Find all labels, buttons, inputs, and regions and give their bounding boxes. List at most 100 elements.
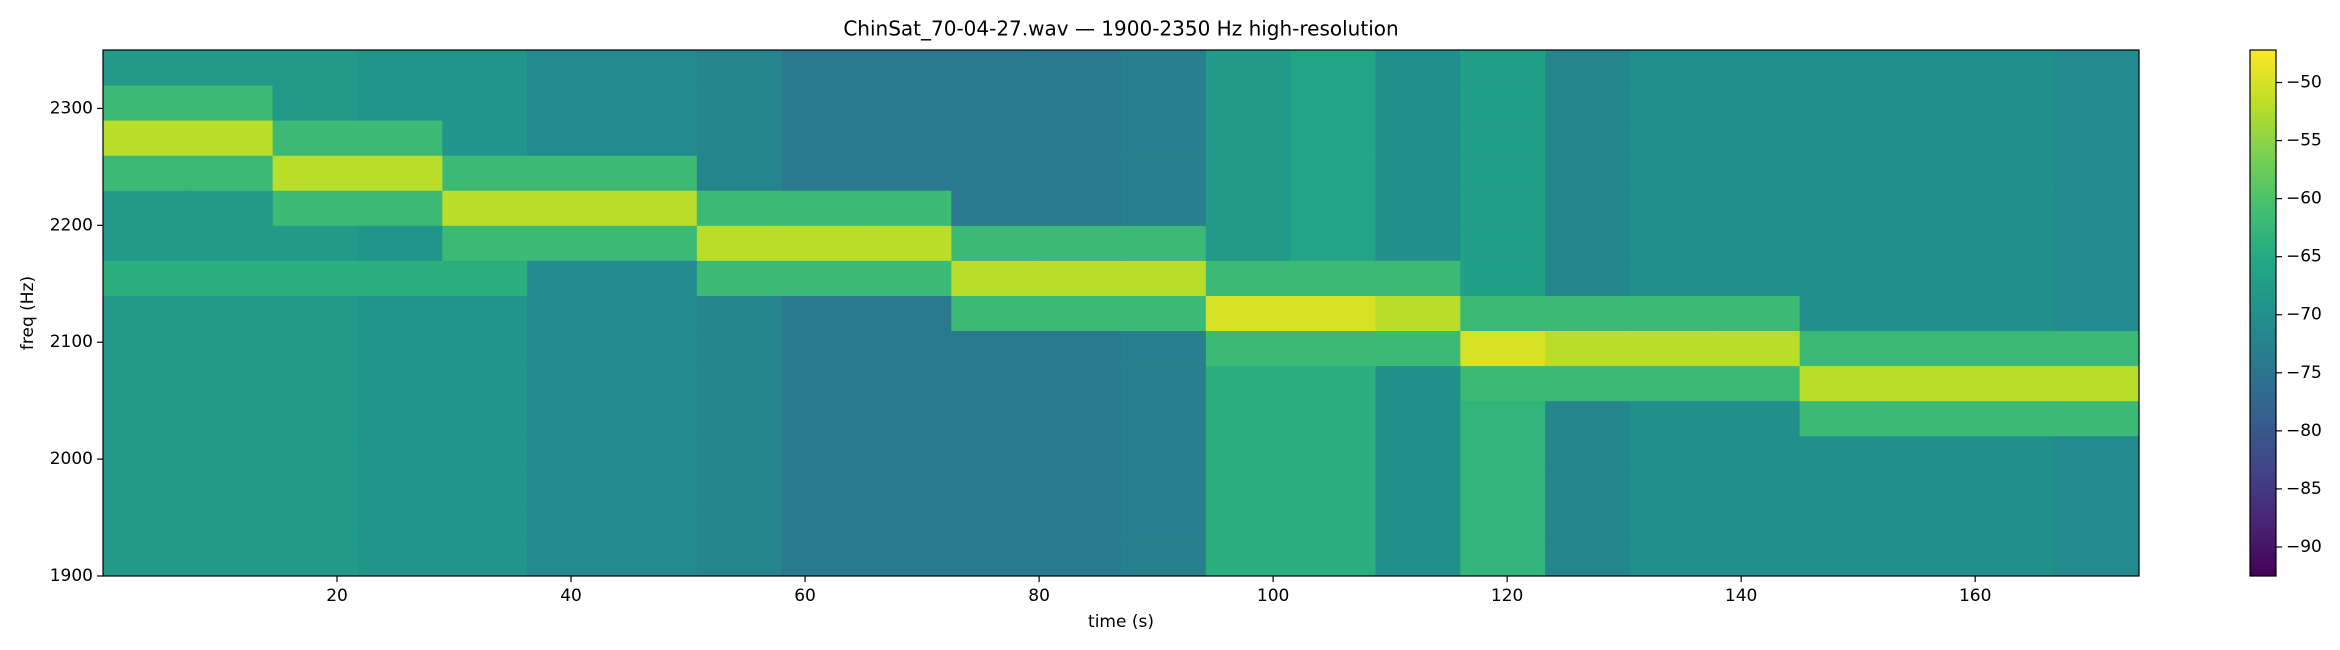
heatmap-cell (612, 470, 698, 507)
heatmap-cell (1375, 435, 1461, 472)
heatmap-cell (1545, 120, 1631, 156)
heatmap-cell (187, 225, 274, 261)
heatmap-cell (612, 330, 698, 367)
heatmap-cell (187, 400, 274, 437)
heatmap-cell (527, 540, 613, 577)
heatmap-cell (272, 50, 358, 86)
heatmap-cell (527, 330, 613, 367)
heatmap-cell (2054, 400, 2140, 437)
heatmap-cell (1884, 225, 1970, 261)
heatmap-cell (442, 155, 528, 191)
heatmap-cell (1799, 155, 1885, 191)
heatmap-cell (1545, 190, 1631, 226)
heatmap-cell (1375, 225, 1461, 261)
heatmap-cell (272, 190, 358, 226)
heatmap-cell (187, 365, 274, 402)
heatmap-cell (866, 155, 952, 191)
heatmap-cell (781, 505, 867, 542)
heatmap-cell (1121, 225, 1207, 261)
heatmap-cell (442, 225, 528, 261)
heatmap-cell (696, 400, 783, 437)
heatmap-cell (1290, 400, 1376, 437)
heatmap-cell (1375, 540, 1461, 577)
heatmap-cell (442, 85, 528, 121)
heatmap-cell (1036, 85, 1122, 121)
heatmap-cell (1121, 85, 1207, 121)
heatmap-cell (1375, 470, 1461, 507)
heatmap-cell (1969, 295, 2055, 332)
heatmap-cell (1884, 190, 1970, 226)
heatmap-cell (951, 155, 1037, 191)
heatmap-cell (1460, 365, 1546, 402)
heatmap-cell (1630, 120, 1716, 156)
heatmap-cell (2054, 540, 2140, 577)
heatmap-cell (187, 155, 274, 191)
x-tick-label: 100 (1257, 586, 1289, 606)
heatmap-cell (1460, 155, 1546, 191)
heatmap-cell (612, 120, 698, 156)
heatmap-cell (781, 365, 867, 402)
heatmap-cell (1036, 470, 1122, 507)
heatmap-cell (1714, 435, 1801, 472)
heatmap-cell (272, 225, 358, 261)
heatmap-cell (527, 260, 613, 296)
heatmap-cell (1969, 120, 2055, 156)
heatmap-cell (696, 190, 783, 226)
heatmap-cell (2054, 260, 2140, 296)
heatmap-cell (442, 435, 528, 472)
heatmap-cell (866, 470, 952, 507)
heatmap-cell (1884, 295, 1970, 332)
heatmap-cell (781, 155, 867, 191)
heatmap-cell (272, 330, 358, 367)
heatmap-cell (442, 50, 528, 86)
heatmap-cell (612, 540, 698, 577)
heatmap-cell (1799, 330, 1885, 367)
heatmap-cell (1290, 295, 1376, 332)
heatmap-cell (1714, 365, 1801, 402)
heatmap-cell (1630, 50, 1716, 86)
heatmap-cell (951, 330, 1037, 367)
heatmap-cell (1290, 330, 1376, 367)
heatmap-cell (781, 50, 867, 86)
heatmap-cell (1969, 50, 2055, 86)
heatmap-cell (1460, 190, 1546, 226)
heatmap-cell (1545, 470, 1631, 507)
heatmap-cell (951, 505, 1037, 542)
heatmap-cell (1205, 330, 1292, 367)
heatmap-cell (1799, 540, 1885, 577)
heatmap-cell (272, 435, 358, 472)
heatmap-cell (1714, 330, 1801, 367)
heatmap-cell (1121, 50, 1207, 86)
heatmap-cell (187, 190, 274, 226)
heatmap-cell (357, 225, 443, 261)
heatmap-cell (1799, 365, 1885, 402)
heatmap-cell (1460, 435, 1546, 472)
heatmap-cell (1884, 540, 1970, 577)
heatmap-cell (2054, 505, 2140, 542)
heatmap-cell (1969, 190, 2055, 226)
heatmap-cell (103, 50, 189, 86)
heatmap-cell (951, 435, 1037, 472)
heatmap-cell (696, 50, 783, 86)
heatmap-cell (1036, 505, 1122, 542)
heatmap-cell (1036, 330, 1122, 367)
heatmap-cell (1375, 505, 1461, 542)
heatmap-cell (527, 470, 613, 507)
heatmap-cell (612, 50, 698, 86)
colorbar-tick-label: −50 (2286, 73, 2322, 93)
heatmap-cell (1714, 505, 1801, 542)
heatmap-cell (272, 540, 358, 577)
heatmap-cell (2054, 155, 2140, 191)
heatmap-cell (612, 400, 698, 437)
plot-frame (102, 49, 2140, 577)
heatmap-cell (187, 295, 274, 332)
heatmap-cell (1884, 155, 1970, 191)
heatmap-cell (781, 225, 867, 261)
heatmap-cell (1545, 225, 1631, 261)
heatmap-cell (272, 295, 358, 332)
heatmap-cell (781, 540, 867, 577)
heatmap-cell (1290, 155, 1376, 191)
heatmap-cell (1290, 435, 1376, 472)
heatmap-cell (1969, 540, 2055, 577)
heatmap-cell (1630, 540, 1716, 577)
